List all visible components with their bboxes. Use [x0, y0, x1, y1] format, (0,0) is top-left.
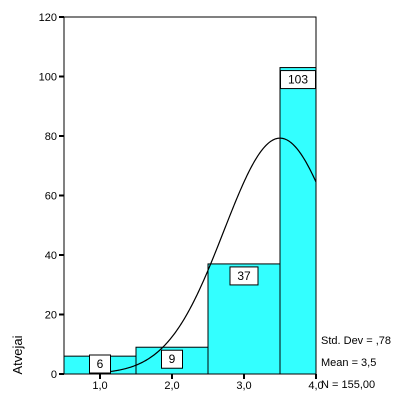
bar-data-labels: 6 9 37 103 — [89, 70, 316, 374]
y-tick-label: 100 — [39, 72, 57, 84]
y-tick-label: 0 — [51, 369, 57, 381]
data-label-box — [280, 70, 316, 90]
y-tick-label: 20 — [45, 310, 57, 322]
y-axis: 0 20 40 60 80 100 120 — [39, 12, 64, 381]
data-label-box — [161, 349, 183, 369]
data-label: 103 — [288, 73, 308, 87]
statistics-box: Std. Dev = ,78 Mean = 3,5 N = 155,00 — [321, 335, 391, 391]
y-axis-label: Atvejai — [10, 335, 25, 374]
data-label: 9 — [169, 352, 176, 366]
stat-line: N = 155,00 — [321, 379, 375, 391]
data-label-box — [229, 266, 259, 286]
x-axis: 1,0 2,0 3,0 4,0 — [92, 374, 324, 392]
y-tick-label: 60 — [45, 191, 57, 203]
data-label-box — [89, 354, 111, 374]
y-tick-label: 40 — [45, 250, 57, 262]
stat-line: Std. Dev = ,78 — [321, 335, 391, 347]
data-label: 37 — [237, 269, 251, 283]
x-tick-label: 1,0 — [92, 380, 107, 392]
normal-curve-layer — [99, 137, 317, 374]
y-tick-label: 120 — [39, 12, 57, 24]
y-tick-label: 80 — [45, 131, 57, 143]
x-tick-label: 2,0 — [164, 380, 179, 392]
data-label: 6 — [97, 357, 104, 371]
x-tick-label: 4,0 — [308, 380, 323, 392]
stat-line: Mean = 3,5 — [321, 357, 376, 369]
x-tick-label: 3,0 — [236, 380, 251, 392]
normal-curve — [99, 137, 317, 374]
histogram-bar-4-0 — [279, 67, 317, 375]
